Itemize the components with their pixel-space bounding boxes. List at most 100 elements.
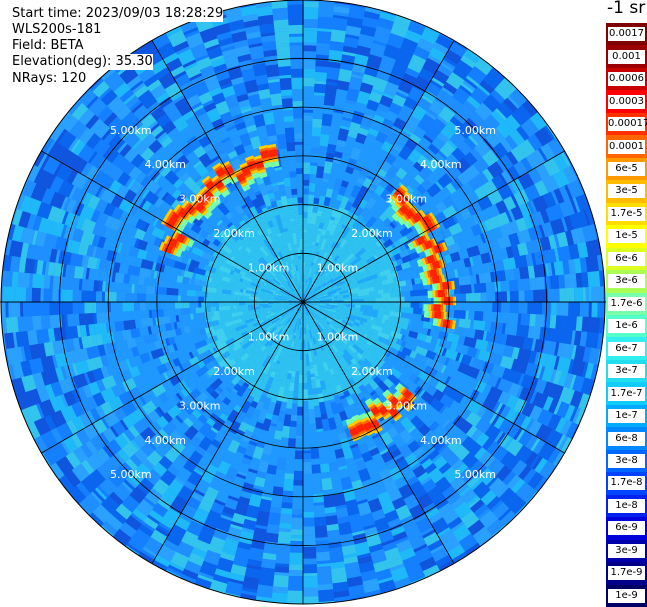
gate-cell <box>314 525 328 538</box>
gate-cell <box>449 389 465 405</box>
gate-cell <box>307 382 313 395</box>
gate-cell <box>304 294 313 301</box>
gate-cell <box>218 265 232 274</box>
gate-cell <box>290 269 296 278</box>
gate-cell <box>315 326 324 339</box>
gate-cell <box>494 354 503 367</box>
gate-cell <box>272 438 282 443</box>
gate-cell <box>372 77 389 93</box>
gate-cell <box>327 309 334 314</box>
gate-cell <box>497 508 512 522</box>
gate-cell <box>286 455 295 460</box>
gate-cell <box>304 267 307 280</box>
gate-cell <box>335 402 345 413</box>
gate-cell <box>103 111 118 127</box>
gate-cell <box>573 258 582 275</box>
gate-cell <box>279 74 292 79</box>
gate-cell <box>177 295 181 302</box>
gate-cell <box>463 182 475 195</box>
gate-cell <box>412 543 428 553</box>
gate-cell <box>256 299 263 302</box>
gate-cell <box>323 275 331 283</box>
gate-cell <box>354 350 360 356</box>
gate-cell <box>291 293 299 300</box>
gate-cell <box>353 541 371 557</box>
gate-cell <box>21 178 29 195</box>
gate-cell <box>261 392 268 398</box>
gate-cell <box>118 262 130 275</box>
gate-cell <box>394 286 402 293</box>
gate-cell <box>505 423 521 440</box>
gate-cell <box>245 310 250 315</box>
gate-cell <box>196 150 207 159</box>
gate-cell <box>268 337 276 347</box>
gate-cell <box>139 344 146 355</box>
gate-cell <box>393 54 412 71</box>
gate-cell <box>312 112 324 120</box>
gate-cell <box>290 68 304 78</box>
gate-cell <box>296 270 299 274</box>
gate-cell <box>177 352 192 365</box>
gate-cell <box>490 364 506 379</box>
gate-cell <box>535 423 553 443</box>
gate-cell <box>459 395 473 409</box>
gate-cell <box>575 316 583 333</box>
gate-cell <box>213 22 230 31</box>
gate-cell <box>179 80 194 93</box>
gate-cell <box>133 301 141 311</box>
gate-cell <box>151 561 167 572</box>
gate-cell <box>317 231 322 235</box>
gate-cell <box>96 463 113 480</box>
gate-cell <box>135 218 148 231</box>
gate-cell <box>498 77 518 97</box>
gate-cell <box>372 560 390 573</box>
gate-cell <box>365 308 379 315</box>
gate-cell <box>260 344 267 352</box>
gate-cell <box>303 288 308 300</box>
gate-cell <box>203 101 217 113</box>
gate-cell <box>119 242 132 256</box>
gate-cell <box>512 411 527 428</box>
gate-cell <box>150 105 165 119</box>
gate-cell <box>330 354 338 365</box>
gate-cell <box>450 369 461 381</box>
gate-cell <box>194 430 206 442</box>
gate-cell <box>55 421 74 441</box>
gate-cell <box>275 379 282 387</box>
gate-cell <box>154 110 167 121</box>
gate-cell <box>219 345 230 355</box>
gate-cell <box>306 305 317 314</box>
gate-cell <box>190 546 207 559</box>
gate-cell <box>81 278 95 292</box>
gate-cell <box>278 184 287 197</box>
gate-cell <box>310 224 316 234</box>
gate-cell <box>233 546 251 562</box>
gate-cell <box>81 254 90 268</box>
gate-cell <box>316 289 320 293</box>
gate-cell <box>306 279 309 286</box>
gate-cell <box>81 334 95 349</box>
gate-cell <box>232 356 239 363</box>
gate-cell <box>566 215 574 231</box>
gate-cell <box>55 128 68 144</box>
gate-cell <box>180 269 185 277</box>
gate-cell <box>142 516 159 530</box>
gate-cell <box>265 369 273 377</box>
gate-cell <box>242 278 252 285</box>
gate-cell <box>247 362 257 373</box>
gate-cell <box>142 352 151 363</box>
gate-cell <box>130 153 146 169</box>
gate-cell <box>281 273 288 282</box>
gate-cell <box>494 312 507 324</box>
gate-cell <box>49 394 66 413</box>
gate-cell <box>556 342 563 358</box>
gate-cell <box>213 498 226 507</box>
gate-cell <box>230 520 244 528</box>
gate-cell <box>140 146 155 162</box>
gate-cell <box>281 293 290 298</box>
gate-cell <box>138 326 150 337</box>
gate-cell <box>507 182 517 196</box>
gate-cell <box>166 350 178 362</box>
gate-cell <box>307 264 311 272</box>
gate-cell <box>339 395 346 400</box>
